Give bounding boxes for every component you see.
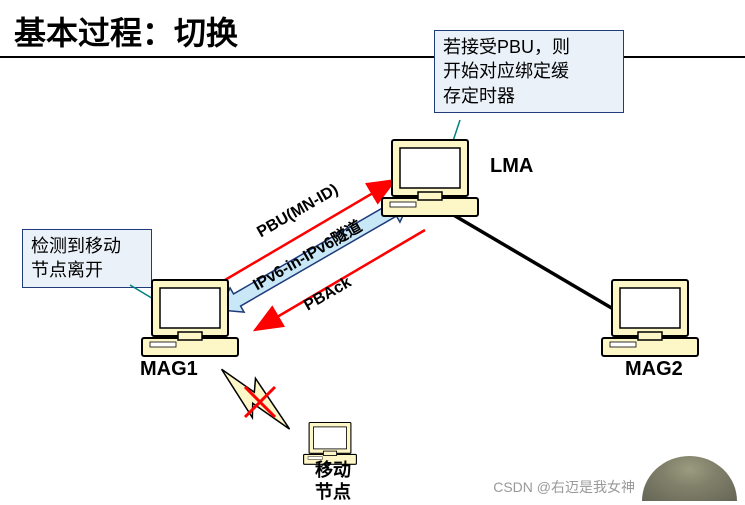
edge-pbu <box>225 180 395 280</box>
label-mag2: MAG2 <box>625 358 683 381</box>
node-mag2 <box>602 280 698 356</box>
label-lma: LMA <box>490 155 533 178</box>
callout-mag1: 检测到移动 节点离开 <box>22 229 152 288</box>
page-title: 基本过程：切换 <box>14 8 238 54</box>
watermark: CSDN @右迈是我女神 <box>493 477 635 497</box>
link-lma-mag2 <box>445 210 615 310</box>
label-mn: 移动 节点 <box>315 460 351 503</box>
title-divider <box>0 56 745 58</box>
decorative-rock <box>642 456 737 501</box>
callout-line-lma <box>445 120 460 165</box>
label-pback: PBAck <box>301 274 354 315</box>
label-pbu: PBU(MN-ID) <box>254 181 341 241</box>
node-lma <box>382 140 478 216</box>
node-mag1 <box>142 280 238 356</box>
edge-pback <box>255 230 425 330</box>
wireless-link <box>209 359 302 438</box>
callout-lma: 若接受PBU，则 开始对应绑定缓 存定时器 <box>434 30 624 113</box>
label-tunnel: IPv6-in-IPv6隧道 <box>249 216 365 294</box>
edge-tunnel <box>213 188 418 322</box>
link-broken-cross <box>245 387 275 417</box>
node-mn <box>304 423 357 465</box>
label-mag1: MAG1 <box>140 358 198 381</box>
